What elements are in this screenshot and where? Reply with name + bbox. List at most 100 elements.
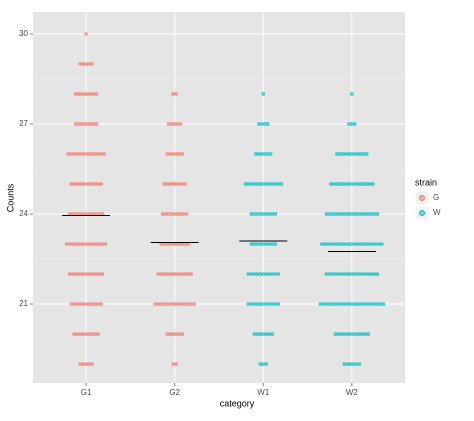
dot xyxy=(84,32,88,36)
dot xyxy=(377,242,381,246)
dot xyxy=(156,272,160,276)
dot-row xyxy=(171,92,178,96)
dot-row xyxy=(78,62,94,66)
dot-row xyxy=(73,122,99,126)
dot xyxy=(258,362,262,366)
dot xyxy=(336,302,341,306)
x-tick-label: W1 xyxy=(257,388,270,397)
dot xyxy=(91,92,96,96)
dot xyxy=(159,302,163,306)
dot xyxy=(246,272,250,276)
dot xyxy=(174,242,178,246)
dot xyxy=(261,272,265,276)
dot xyxy=(372,272,377,276)
dot-row xyxy=(153,302,196,306)
dot xyxy=(76,212,81,216)
dot xyxy=(365,182,369,186)
dot xyxy=(249,272,253,276)
dot xyxy=(81,62,85,66)
dot xyxy=(102,152,106,156)
dot xyxy=(96,332,100,336)
dot xyxy=(252,332,256,336)
dot xyxy=(347,152,351,156)
dot xyxy=(87,362,91,366)
dot xyxy=(78,302,82,306)
dot xyxy=(185,212,189,216)
dot xyxy=(338,242,342,246)
dot xyxy=(249,212,253,216)
dot xyxy=(267,212,271,216)
dot xyxy=(369,272,374,276)
dot xyxy=(72,332,76,336)
dot xyxy=(344,182,348,186)
dot-row xyxy=(167,122,183,126)
dot xyxy=(267,302,271,306)
dot xyxy=(182,212,186,216)
dot-row xyxy=(350,92,354,96)
dot xyxy=(168,332,172,336)
dot xyxy=(255,182,259,186)
dot xyxy=(336,272,341,276)
dot xyxy=(351,212,356,216)
dot xyxy=(85,212,90,216)
dot xyxy=(354,212,359,216)
dot-row xyxy=(161,212,189,216)
dot xyxy=(267,332,271,336)
dot xyxy=(180,182,184,186)
dot xyxy=(332,242,336,246)
dot xyxy=(270,272,274,276)
dot-row xyxy=(333,332,371,336)
dot xyxy=(368,242,372,246)
dot-row xyxy=(165,152,184,156)
dot xyxy=(67,212,72,216)
dot xyxy=(82,242,87,246)
y-tick-label: 27 xyxy=(19,119,28,128)
dot-row xyxy=(84,32,88,36)
dot xyxy=(177,302,181,306)
dot xyxy=(88,272,93,276)
dot xyxy=(180,302,184,306)
dot xyxy=(171,362,175,366)
dot xyxy=(342,362,347,366)
dot xyxy=(186,242,190,246)
dot xyxy=(258,332,262,336)
dot xyxy=(330,302,335,306)
dot xyxy=(374,242,378,246)
dot xyxy=(264,242,268,246)
dot-row xyxy=(261,92,265,96)
dot xyxy=(345,272,350,276)
dot xyxy=(78,332,82,336)
dot xyxy=(82,122,87,126)
dot xyxy=(333,332,338,336)
dot xyxy=(79,242,84,246)
dot xyxy=(362,242,366,246)
dot xyxy=(261,242,265,246)
dot xyxy=(273,182,277,186)
dot-row xyxy=(249,212,277,216)
dot xyxy=(360,332,365,336)
dot xyxy=(321,302,326,306)
dot xyxy=(90,302,94,306)
dot xyxy=(252,272,256,276)
dot xyxy=(341,152,345,156)
dot xyxy=(91,272,96,276)
dot xyxy=(171,92,175,96)
dot xyxy=(362,152,366,156)
dot xyxy=(326,242,330,246)
dot xyxy=(91,122,96,126)
dot xyxy=(335,242,339,246)
dot xyxy=(327,302,332,306)
dot xyxy=(264,332,268,336)
y-tick-label: 21 xyxy=(19,299,28,308)
dot xyxy=(96,302,100,306)
dot xyxy=(363,272,368,276)
dot xyxy=(249,302,253,306)
dot xyxy=(351,302,356,306)
dot xyxy=(165,332,169,336)
dot xyxy=(270,302,274,306)
dot xyxy=(90,62,94,66)
dot xyxy=(162,272,166,276)
dot xyxy=(339,332,344,336)
dot xyxy=(174,332,178,336)
dot xyxy=(261,212,265,216)
